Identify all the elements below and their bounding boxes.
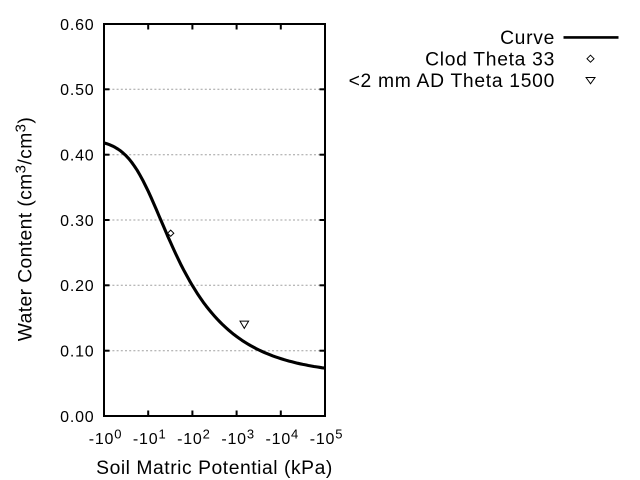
svg-text:-102: -102	[177, 426, 211, 448]
svg-text:0.60: 0.60	[60, 17, 94, 34]
svg-text:Curve: Curve	[500, 28, 555, 49]
svg-text:<2 mm AD Theta 1500: <2 mm AD Theta 1500	[349, 71, 555, 92]
svg-text:-103: -103	[221, 426, 255, 448]
svg-text:0.10: 0.10	[60, 344, 94, 361]
svg-text:-104: -104	[266, 426, 300, 448]
svg-text:0.20: 0.20	[60, 278, 94, 295]
svg-text:-100: -100	[89, 426, 123, 448]
svg-text:0.00: 0.00	[60, 409, 94, 426]
svg-text:0.40: 0.40	[60, 148, 94, 165]
svg-text:0.30: 0.30	[60, 213, 94, 230]
svg-text:-101: -101	[133, 426, 167, 448]
svg-text:Water Content (cm3/cm3): Water Content (cm3/cm3)	[13, 117, 37, 341]
svg-text:0.50: 0.50	[60, 82, 94, 99]
svg-text:Clod Theta 33: Clod Theta 33	[425, 50, 555, 71]
svg-text:-105: -105	[310, 426, 344, 448]
svg-text:Soil Matric Potential (kPa): Soil Matric Potential (kPa)	[96, 458, 333, 479]
